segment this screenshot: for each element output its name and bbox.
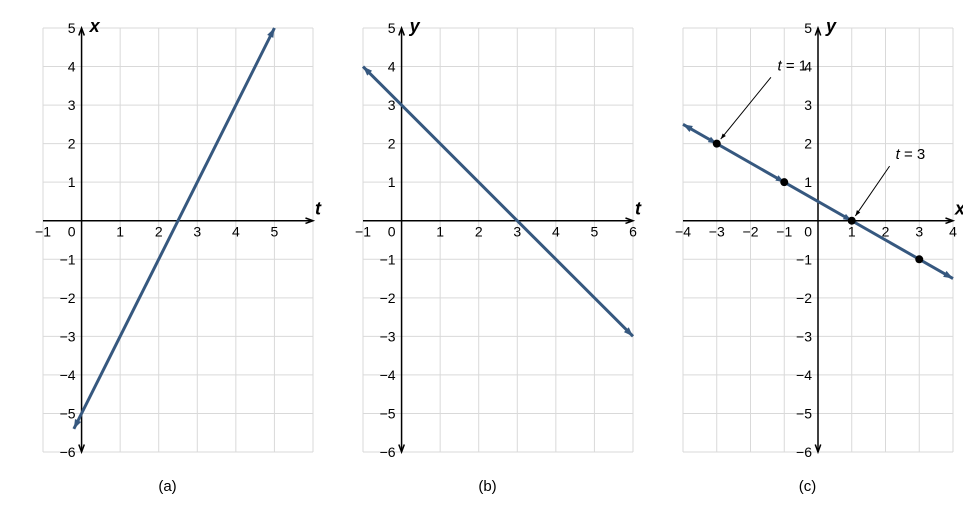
svg-text:2: 2 xyxy=(387,136,395,152)
svg-text:−1: −1 xyxy=(776,224,792,240)
svg-text:−4: −4 xyxy=(59,367,75,383)
svg-text:−5: −5 xyxy=(379,405,395,421)
chart-a: −1 1 2 3 4 5 −6 −5 −4 −3 −2 −1 1 2 3 4 5 0 t x (a) xyxy=(13,10,323,495)
svg-text:x: x xyxy=(954,199,963,219)
svg-text:−3: −3 xyxy=(379,328,395,344)
svg-text:4: 4 xyxy=(949,224,957,240)
svg-text:−1: −1 xyxy=(59,251,75,267)
chart-c: −4−3−2−11234−6−5−4−3−2−1123450xyt = 1t =… xyxy=(653,10,963,495)
svg-text:t = 1: t = 1 xyxy=(777,57,807,74)
svg-text:1: 1 xyxy=(387,174,395,190)
svg-text:t: t xyxy=(315,199,322,219)
svg-text:3: 3 xyxy=(513,224,521,240)
svg-text:−1: −1 xyxy=(355,224,371,240)
svg-text:2: 2 xyxy=(804,136,812,152)
svg-text:1: 1 xyxy=(804,174,812,190)
svg-text:−6: −6 xyxy=(59,444,75,460)
svg-text:y: y xyxy=(408,16,420,36)
svg-text:x: x xyxy=(88,16,100,36)
svg-text:0: 0 xyxy=(804,224,812,240)
svg-text:5: 5 xyxy=(270,224,278,240)
svg-text:−4: −4 xyxy=(675,224,691,240)
chart-caption: (a) xyxy=(158,478,176,495)
svg-text:t = 3: t = 3 xyxy=(895,146,925,163)
svg-text:−5: −5 xyxy=(796,405,812,421)
svg-text:−4: −4 xyxy=(796,367,812,383)
svg-text:−1: −1 xyxy=(379,251,395,267)
svg-text:−1: −1 xyxy=(796,251,812,267)
svg-text:4: 4 xyxy=(387,59,395,75)
svg-text:−2: −2 xyxy=(379,290,395,306)
chart-b: −1123456−6−5−4−3−2−1123450ty(b) xyxy=(333,10,643,495)
svg-text:−3: −3 xyxy=(796,328,812,344)
svg-text:2: 2 xyxy=(67,136,75,152)
svg-text:−6: −6 xyxy=(379,444,395,460)
svg-text:5: 5 xyxy=(387,20,395,36)
svg-text:1: 1 xyxy=(67,174,75,190)
svg-text:−4: −4 xyxy=(379,367,395,383)
svg-text:1: 1 xyxy=(116,224,124,240)
svg-text:−2: −2 xyxy=(742,224,758,240)
svg-text:−2: −2 xyxy=(59,290,75,306)
svg-text:−1: −1 xyxy=(35,224,51,240)
svg-text:y: y xyxy=(825,16,837,36)
svg-text:5: 5 xyxy=(590,224,598,240)
svg-text:4: 4 xyxy=(231,224,239,240)
svg-text:−5: −5 xyxy=(59,405,75,421)
svg-text:−3: −3 xyxy=(59,328,75,344)
svg-text:6: 6 xyxy=(629,224,637,240)
svg-text:0: 0 xyxy=(387,224,395,240)
svg-text:5: 5 xyxy=(67,20,75,36)
svg-text:4: 4 xyxy=(551,224,559,240)
chart-caption: (c) xyxy=(799,478,817,495)
svg-text:3: 3 xyxy=(67,97,75,113)
svg-text:4: 4 xyxy=(67,59,75,75)
svg-text:−2: −2 xyxy=(796,290,812,306)
svg-text:1: 1 xyxy=(436,224,444,240)
svg-text:0: 0 xyxy=(67,224,75,240)
svg-text:−6: −6 xyxy=(796,444,812,460)
svg-text:t: t xyxy=(635,199,642,219)
chart-caption: (b) xyxy=(478,478,496,495)
svg-text:3: 3 xyxy=(915,224,923,240)
svg-text:3: 3 xyxy=(193,224,201,240)
svg-text:5: 5 xyxy=(804,20,812,36)
svg-text:−3: −3 xyxy=(708,224,724,240)
svg-text:2: 2 xyxy=(154,224,162,240)
svg-text:1: 1 xyxy=(847,224,855,240)
svg-text:3: 3 xyxy=(804,97,812,113)
svg-text:2: 2 xyxy=(474,224,482,240)
